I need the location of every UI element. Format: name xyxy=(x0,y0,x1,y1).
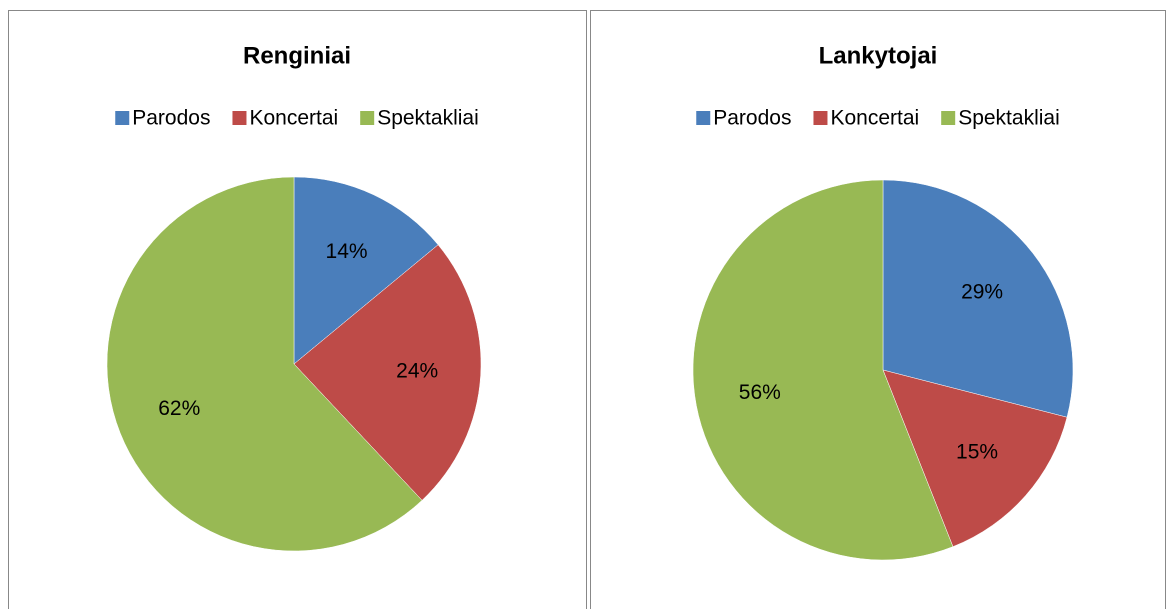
data-label: 56% xyxy=(739,381,781,404)
pie-slice xyxy=(882,369,1068,547)
chart-title: Lankytojai xyxy=(819,42,938,69)
data-label: 14% xyxy=(326,240,368,263)
legend-label: Parodos xyxy=(132,107,210,130)
data-label: 15% xyxy=(956,440,998,463)
legend-swatch xyxy=(115,111,130,125)
data-label: 24% xyxy=(396,359,438,382)
pie-slice xyxy=(293,176,439,365)
data-label: 62% xyxy=(158,397,200,420)
legend-label: Koncertai xyxy=(830,107,919,130)
legend-label: Koncertai xyxy=(249,107,338,130)
pie-slice xyxy=(692,179,954,561)
legend-swatch xyxy=(813,111,828,125)
legend: Parodos Koncertai Spektakliai xyxy=(115,107,479,130)
legend-swatch xyxy=(360,111,375,125)
chart-title: Renginiai xyxy=(243,42,351,69)
legend-label: Spektakliai xyxy=(958,107,1060,130)
data-label: 29% xyxy=(961,281,1003,304)
pie-slice xyxy=(106,176,423,552)
legend: Parodos Koncertai Spektakliai xyxy=(696,107,1060,130)
legend-label: Parodos xyxy=(713,107,791,130)
pie-slice xyxy=(882,179,1074,418)
pie-slice xyxy=(293,244,482,501)
legend-swatch xyxy=(941,111,956,125)
legend-swatch xyxy=(696,111,711,125)
legend-label: Spektakliai xyxy=(377,107,479,130)
legend-swatch xyxy=(232,111,247,125)
